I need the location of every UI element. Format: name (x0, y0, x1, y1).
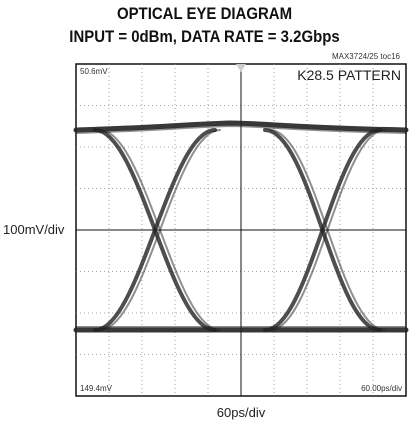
bottom-reference-label: 149.4mV (80, 384, 113, 393)
pattern-label: K28.5 PATTERN (297, 67, 401, 83)
page: OPTICAL EYE DIAGRAM INPUT = 0dBm, DATA R… (0, 0, 409, 429)
top-reference-label: 50.6mV (80, 67, 108, 76)
x-axis-label: 60ps/div (217, 405, 266, 420)
y-axis-label: 100mV/div (3, 222, 65, 237)
figure-id: MAX3724/25 toc16 (332, 52, 401, 61)
chart: MAX3724/25 toc16 50.6mV K28.5 PATTERN 14… (0, 0, 409, 429)
timebase-label: 60.00ps/div (361, 384, 402, 393)
